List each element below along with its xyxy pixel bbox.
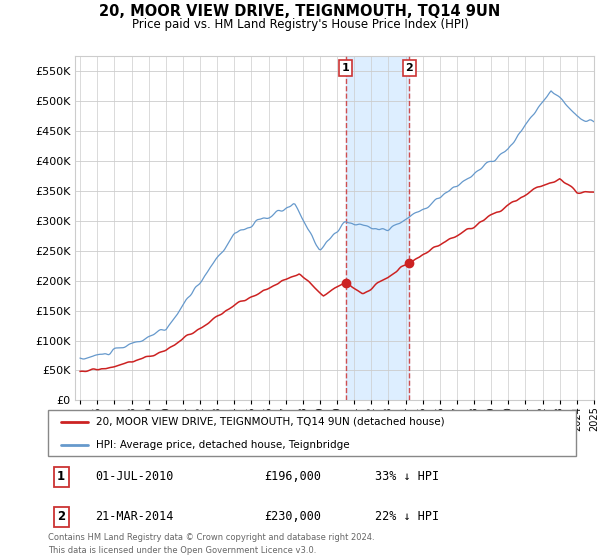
Text: 20, MOOR VIEW DRIVE, TEIGNMOUTH, TQ14 9UN: 20, MOOR VIEW DRIVE, TEIGNMOUTH, TQ14 9U… [100, 4, 500, 19]
Bar [346, 56, 409, 400]
Text: 21-MAR-2014: 21-MAR-2014 [95, 510, 174, 523]
Text: HPI: Average price, detached house, Teignbridge: HPI: Average price, detached house, Teig… [95, 440, 349, 450]
Text: Price paid vs. HM Land Registry's House Price Index (HPI): Price paid vs. HM Land Registry's House … [131, 18, 469, 31]
Text: 2: 2 [57, 510, 65, 523]
Text: £196,000: £196,000 [265, 470, 322, 483]
Text: Contains HM Land Registry data © Crown copyright and database right 2024.
This d: Contains HM Land Registry data © Crown c… [48, 533, 374, 554]
Text: 2: 2 [406, 63, 413, 73]
FancyBboxPatch shape [48, 410, 576, 456]
Text: 01-JUL-2010: 01-JUL-2010 [95, 470, 174, 483]
Text: £230,000: £230,000 [265, 510, 322, 523]
Text: 1: 1 [57, 470, 65, 483]
Text: 1: 1 [342, 63, 350, 73]
Text: 20, MOOR VIEW DRIVE, TEIGNMOUTH, TQ14 9UN (detached house): 20, MOOR VIEW DRIVE, TEIGNMOUTH, TQ14 9U… [95, 417, 444, 427]
Text: 33% ↓ HPI: 33% ↓ HPI [376, 470, 439, 483]
Text: 22% ↓ HPI: 22% ↓ HPI [376, 510, 439, 523]
